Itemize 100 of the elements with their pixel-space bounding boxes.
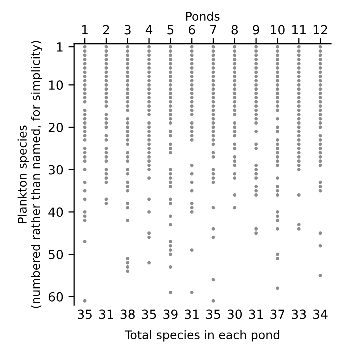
point bbox=[233, 100, 237, 104]
point bbox=[318, 66, 322, 70]
point bbox=[126, 172, 130, 176]
point bbox=[126, 117, 130, 121]
point bbox=[233, 160, 237, 164]
point bbox=[318, 122, 322, 125]
point bbox=[276, 189, 280, 193]
point bbox=[233, 126, 237, 130]
point bbox=[148, 198, 151, 202]
point bbox=[168, 130, 172, 134]
point bbox=[276, 126, 280, 130]
point bbox=[254, 194, 258, 197]
point bbox=[104, 202, 108, 206]
point bbox=[233, 206, 237, 210]
point bbox=[148, 79, 151, 83]
point bbox=[83, 180, 87, 184]
point bbox=[297, 130, 301, 134]
point bbox=[83, 210, 87, 214]
point bbox=[276, 108, 280, 112]
point bbox=[190, 70, 194, 74]
point bbox=[83, 113, 87, 116]
point bbox=[104, 160, 108, 164]
point bbox=[212, 58, 216, 62]
point bbox=[168, 96, 172, 100]
point bbox=[212, 50, 216, 53]
point bbox=[276, 62, 280, 66]
point bbox=[148, 50, 151, 53]
point bbox=[148, 130, 151, 134]
text: 33 bbox=[292, 310, 306, 320]
point bbox=[126, 270, 130, 274]
point bbox=[168, 198, 172, 202]
point bbox=[190, 202, 194, 206]
point bbox=[83, 58, 87, 62]
point bbox=[276, 210, 280, 214]
point bbox=[254, 176, 258, 180]
point bbox=[168, 54, 172, 58]
point bbox=[276, 176, 280, 180]
point bbox=[83, 299, 87, 303]
y-tick-label: 10 bbox=[49, 80, 64, 90]
point bbox=[148, 108, 151, 112]
point bbox=[254, 100, 258, 104]
point bbox=[104, 113, 108, 116]
point bbox=[83, 130, 87, 134]
point bbox=[212, 227, 216, 231]
point bbox=[233, 66, 237, 70]
point bbox=[168, 248, 172, 252]
point bbox=[297, 92, 301, 96]
point bbox=[126, 83, 130, 87]
point bbox=[297, 117, 301, 121]
point bbox=[233, 79, 237, 83]
point bbox=[297, 88, 301, 92]
point bbox=[233, 62, 237, 66]
point bbox=[276, 146, 280, 150]
point bbox=[148, 74, 151, 78]
point bbox=[126, 134, 130, 138]
point bbox=[148, 58, 151, 62]
point bbox=[318, 164, 322, 168]
point bbox=[233, 146, 237, 150]
point bbox=[148, 232, 151, 236]
point bbox=[190, 104, 194, 108]
point bbox=[276, 104, 280, 108]
point bbox=[168, 58, 172, 62]
point bbox=[104, 138, 108, 142]
point bbox=[318, 232, 322, 236]
point bbox=[126, 45, 130, 49]
point bbox=[233, 83, 237, 87]
point bbox=[148, 236, 151, 240]
point bbox=[126, 70, 130, 74]
point bbox=[233, 113, 237, 116]
point bbox=[276, 160, 280, 164]
point bbox=[254, 168, 258, 172]
point bbox=[254, 62, 258, 66]
point bbox=[83, 146, 87, 150]
x-tick-label: 10 bbox=[271, 25, 285, 35]
point bbox=[318, 104, 322, 108]
point bbox=[233, 130, 237, 134]
point bbox=[276, 138, 280, 142]
point bbox=[233, 88, 237, 92]
point bbox=[297, 104, 301, 108]
point bbox=[126, 100, 130, 104]
point bbox=[212, 138, 216, 142]
point bbox=[190, 180, 194, 184]
point bbox=[104, 172, 108, 176]
point bbox=[318, 96, 322, 100]
point bbox=[276, 54, 280, 58]
point bbox=[190, 138, 194, 142]
y-tick-label: 1 bbox=[57, 42, 63, 52]
point bbox=[297, 54, 301, 58]
point bbox=[254, 88, 258, 92]
x-tick-label: 4 bbox=[146, 25, 153, 35]
point bbox=[276, 214, 280, 218]
point bbox=[254, 108, 258, 112]
point bbox=[126, 160, 130, 164]
point bbox=[168, 240, 172, 244]
point bbox=[212, 299, 216, 303]
point bbox=[148, 176, 151, 180]
x-tick-label: 11 bbox=[292, 25, 306, 35]
point bbox=[318, 274, 322, 278]
point bbox=[318, 88, 322, 92]
point bbox=[168, 266, 172, 269]
